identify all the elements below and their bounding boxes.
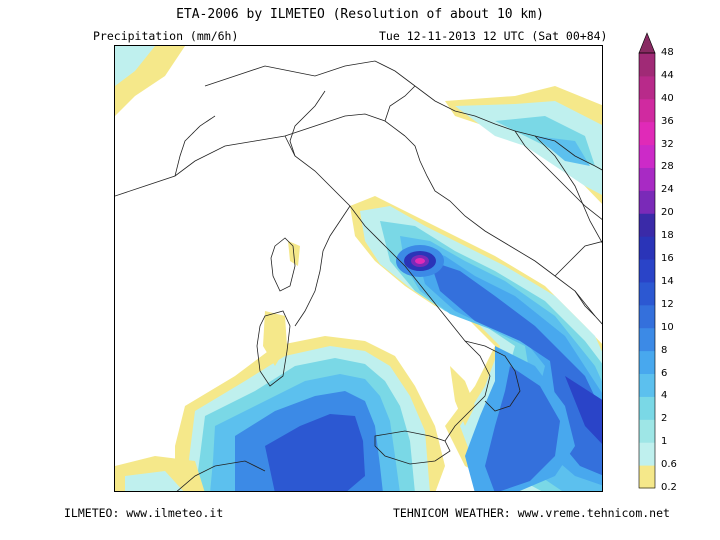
colorbar-swatch [639,75,655,100]
colorbar-swatch [639,304,655,329]
colorbar-swatch [639,53,655,77]
colorbar-swatch [639,144,655,168]
colorbar-label: 14 [661,275,674,287]
colorbar-swatch [639,281,655,306]
colorbar-swatch [639,465,655,489]
colorbar-swatch [639,98,655,123]
colorbar-label: 10 [661,321,674,333]
colorbar-label: 40 [661,92,674,104]
colorbar-swatch [639,350,655,375]
coastlines [115,60,602,491]
colorbar-label: 36 [661,115,674,127]
colorbar-outline [638,52,656,489]
colorbar-swatch [639,327,655,352]
colorbar-label: 4 [661,390,668,402]
map-canvas [115,46,602,491]
variable-label: Precipitation (mm/6h) [93,29,239,43]
colorbar-label: 8 [661,344,668,356]
map-title: ETA-2006 by ILMETEO (Resolution of about… [176,7,544,22]
colorbar-label: 28 [661,161,674,173]
colorbar-label: 20 [661,207,674,219]
colorbar-label: 1 [661,436,668,448]
colorbar-swatch [639,419,655,443]
colorbar-swatch [639,121,655,146]
colorbar-swatch [639,213,655,237]
colorbar-label: 48 [661,47,674,58]
colorbar-label: 2 [661,413,668,425]
precipitation-field [115,46,602,491]
colorbar-swatch [639,396,655,420]
valid-time-label: Tue 12-11-2013 12 UTC (Sat 00+84) [379,29,608,43]
footer-source-right: TEHNICOM WEATHER: www.vreme.tehnicom.net [393,506,670,520]
colorbar-label: 0.6 [661,459,677,471]
colorbar-label: 18 [661,230,674,242]
colorbar-label: 12 [661,298,674,310]
colorbar-label: 16 [661,253,674,265]
colorbar-arrow [638,32,656,54]
precipitation-colorbar [638,32,656,489]
colorbar-swatch [639,442,655,466]
colorbar-swatch [639,236,655,260]
precipitation-map [114,45,603,492]
colorbar-swatches [638,32,656,489]
colorbar-swatch [639,373,655,397]
colorbar-swatch [639,190,655,214]
colorbar-label: 32 [661,138,674,150]
colorbar-label: 44 [661,69,674,81]
colorbar-swatch [639,167,655,191]
colorbar-label: 6 [661,367,668,379]
colorbar-label: 0.2 [661,482,677,493]
footer-source-left: ILMETEO: www.ilmeteo.it [64,506,224,520]
colorbar-label: 24 [661,184,674,196]
colorbar-swatch [639,259,655,283]
